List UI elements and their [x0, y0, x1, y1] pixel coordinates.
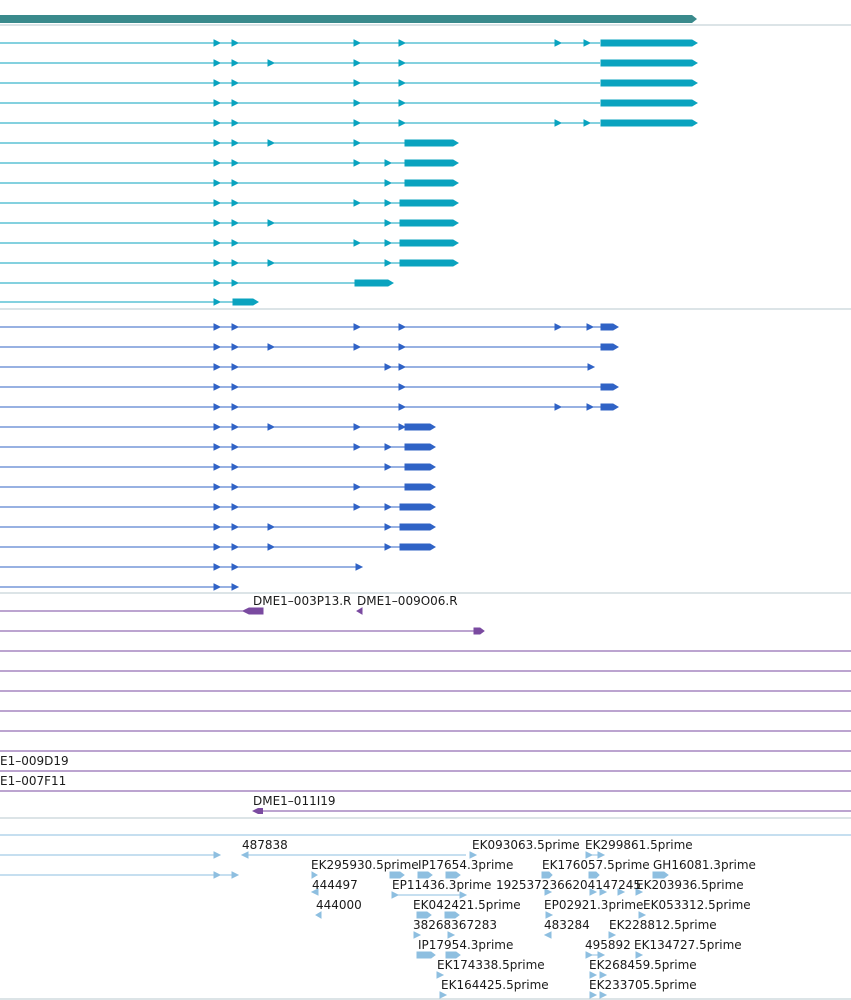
transcript[interactable] — [0, 239, 459, 247]
transcript[interactable] — [0, 363, 596, 371]
clone-track: DME1–003P13.R DME1–009O06.R E1–009D19 E1… — [0, 594, 851, 814]
est-label[interactable]: EK268459.5prime — [589, 958, 697, 972]
est-label[interactable]: EP02921.3prime — [544, 898, 643, 912]
est-label[interactable]: IP17654.3prime — [418, 858, 513, 872]
transcript[interactable] — [0, 298, 259, 306]
transcript[interactable] — [0, 343, 619, 351]
clone-label[interactable]: DME1–009O06.R — [357, 594, 458, 608]
transcript-track-a — [0, 39, 698, 306]
gene-model[interactable] — [0, 15, 697, 23]
clone-label[interactable]: E1–007F11 — [0, 774, 66, 788]
est-label[interactable]: 483284 — [544, 918, 590, 932]
transcript[interactable] — [0, 199, 459, 207]
transcript[interactable] — [0, 79, 698, 87]
clone-read[interactable] — [473, 627, 485, 635]
est-label[interactable]: EK042421.5prime — [413, 898, 521, 912]
est-label[interactable]: 495892 — [585, 938, 631, 952]
transcript-track-b — [0, 323, 619, 591]
transcript[interactable] — [0, 159, 459, 167]
est-label[interactable]: EK233705.5prime — [589, 978, 697, 992]
est-label[interactable]: 487838 — [242, 838, 288, 852]
transcript[interactable] — [0, 503, 436, 511]
clone-read[interactable] — [252, 808, 263, 814]
transcript[interactable] — [0, 259, 459, 267]
transcript[interactable] — [0, 483, 436, 491]
est-label[interactable]: EK093063.5prime — [472, 838, 580, 852]
clone-label[interactable]: DME1–011I19 — [253, 794, 336, 808]
est-label[interactable]: IP17954.3prime — [418, 938, 513, 952]
transcript[interactable] — [0, 423, 436, 431]
est-label[interactable]: EP11436.3prime — [392, 878, 491, 892]
est-label[interactable]: 38268367283 — [413, 918, 497, 932]
est-label[interactable]: GH16081.3prime — [653, 858, 756, 872]
est-label[interactable]: 1925372366204147245 — [496, 878, 641, 892]
est-label[interactable]: EK176057.5prime — [542, 858, 650, 872]
transcript[interactable] — [0, 403, 619, 411]
est-label[interactable]: 444000 — [316, 898, 362, 912]
est-label[interactable]: EK295930.5prime — [311, 858, 419, 872]
transcript[interactable] — [0, 119, 698, 127]
clone-label[interactable]: DME1–003P13.R — [253, 594, 351, 608]
est-label[interactable]: EK164425.5prime — [441, 978, 549, 992]
est-label[interactable]: EK134727.5prime — [634, 938, 742, 952]
est-label[interactable]: EK228812.5prime — [609, 918, 717, 932]
est-label[interactable]: EK203936.5prime — [636, 878, 744, 892]
est-label[interactable]: EK299861.5prime — [585, 838, 693, 852]
est-label[interactable]: 444497 — [312, 878, 358, 892]
transcript[interactable] — [0, 323, 619, 331]
est-label[interactable]: EK053312.5prime — [643, 898, 751, 912]
transcript[interactable] — [0, 59, 698, 67]
transcript[interactable] — [0, 563, 364, 571]
transcript[interactable] — [0, 543, 436, 551]
transcript[interactable] — [0, 523, 436, 531]
clone-read[interactable] — [356, 607, 363, 615]
transcript[interactable] — [0, 279, 394, 287]
clone-read[interactable] — [241, 607, 264, 615]
transcript[interactable] — [0, 39, 698, 47]
transcript[interactable] — [0, 99, 698, 107]
transcript[interactable] — [0, 139, 459, 147]
est-label[interactable]: EK174338.5prime — [437, 958, 545, 972]
transcript[interactable] — [0, 583, 240, 591]
transcript[interactable] — [0, 443, 436, 451]
transcript[interactable] — [0, 463, 436, 471]
transcript[interactable] — [0, 383, 619, 391]
clone-label[interactable]: E1–009D19 — [0, 754, 69, 768]
transcript[interactable] — [0, 219, 459, 227]
transcript[interactable] — [0, 179, 459, 187]
est-track: 487838 EK093063.5prime EK299861.5prime E… — [0, 834, 851, 999]
gene-track — [0, 15, 697, 23]
